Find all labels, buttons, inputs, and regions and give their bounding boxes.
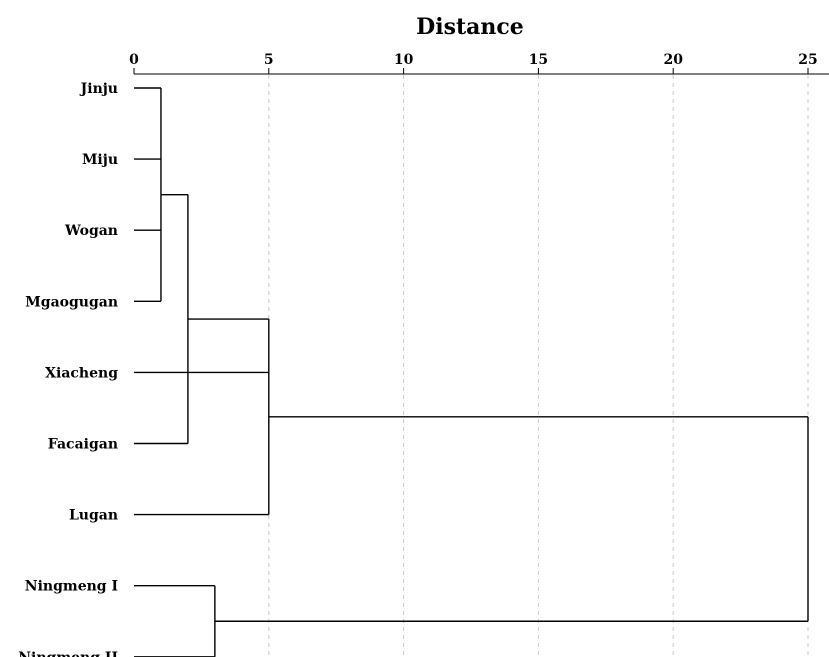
chart-title: Distance: [416, 14, 524, 40]
leaf-label-7: Ningmeng I: [25, 579, 118, 595]
x-tick-label-20: 20: [663, 52, 683, 68]
leaf-label-0: Jinju: [79, 81, 118, 97]
x-tick-label-15: 15: [529, 52, 548, 68]
x-tick-label-5: 5: [264, 52, 274, 68]
grid-lines: [268, 75, 809, 657]
leaf-label-8: Ningmeng II: [18, 650, 118, 657]
leaf-label-1: Miju: [82, 152, 118, 168]
leaf-labels: Jinju Miju Wogan Mgaogugan Xiacheng Facaigan L…: [18, 81, 118, 657]
x-axis: 0 5 10 15 20 25: [129, 52, 829, 75]
leaf-label-5: Facaigan: [48, 437, 118, 453]
leaf-label-2: Wogan: [64, 223, 118, 239]
x-tick-label-10: 10: [394, 52, 414, 68]
dendrogram-branches: [134, 87, 809, 657]
leaf-label-6: Lugan: [69, 508, 118, 524]
leaf-label-3: Mgaogugan: [25, 294, 118, 310]
x-tick-label-0: 0: [129, 52, 139, 68]
x-tick-label-25: 25: [798, 52, 817, 68]
leaf-label-4: Xiacheng: [45, 365, 118, 381]
